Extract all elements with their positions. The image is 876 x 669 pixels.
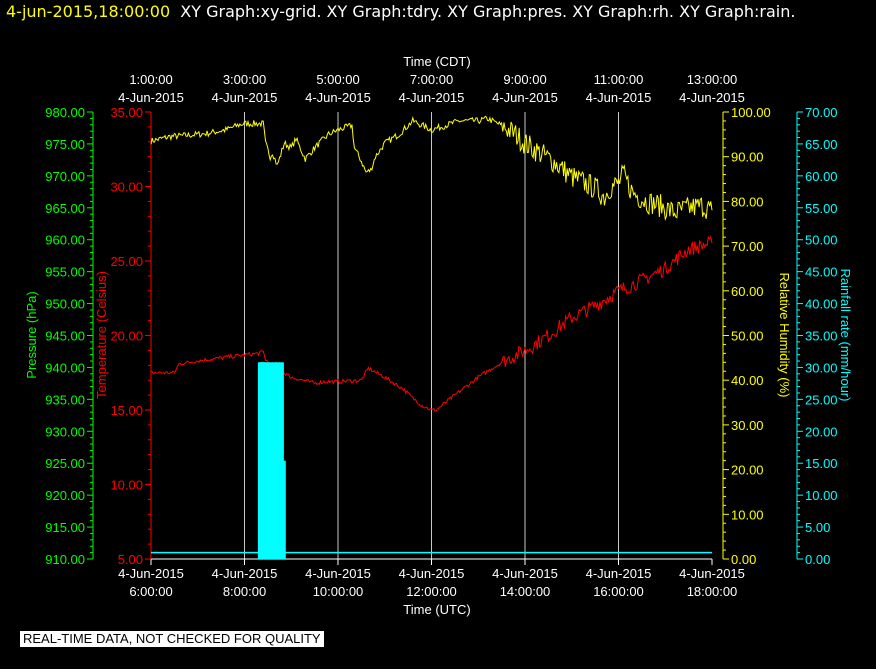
temperature-axis-tick-label: 25.00 xyxy=(110,254,143,269)
x-bottom-tick-date: 4-Jun-2015 xyxy=(305,566,371,581)
rain-bar xyxy=(274,362,280,559)
temperature-axis-tick-label: 10.00 xyxy=(110,478,143,493)
pressure-axis-tick-label: 930.00 xyxy=(45,424,85,439)
pressure-axis-tick-label: 935.00 xyxy=(45,392,85,407)
humidity-axis-tick-label: 0.00 xyxy=(731,552,756,567)
pressure-axis-tick-label: 925.00 xyxy=(45,456,85,471)
rain-axis-tick-label: 60.00 xyxy=(805,169,838,184)
x-bottom-tick-time: 12:00:00 xyxy=(406,584,457,599)
x-top-tick-date: 4-Jun-2015 xyxy=(679,90,745,105)
rain-bar xyxy=(278,362,284,559)
x-top-tick-time: 13:00:00 xyxy=(687,72,738,87)
humidity-axis-tick-label: 10.00 xyxy=(731,507,764,522)
pressure-axis-tick-label: 970.00 xyxy=(45,169,85,184)
humidity-axis-tick-label: 30.00 xyxy=(731,418,764,433)
rain-axis-tick-label: 40.00 xyxy=(805,297,838,312)
x-bottom-tick-time: 6:00:00 xyxy=(129,584,172,599)
x-top-tick-date: 4-Jun-2015 xyxy=(305,90,371,105)
x-top-tick-time: 9:00:00 xyxy=(503,72,546,87)
pressure-axis-title: Pressure (hPa) xyxy=(24,291,39,378)
x-bottom-tick-time: 18:00:00 xyxy=(687,584,738,599)
rain-axis-title: Rainfall rate (mm/hour) xyxy=(838,269,853,402)
humidity-axis-tick-label: 20.00 xyxy=(731,463,764,478)
temperature-axis-title: Temperature (Celsius) xyxy=(94,271,109,399)
pressure-axis-tick-label: 975.00 xyxy=(45,137,85,152)
humidity-axis-title: Relative Humidity (%) xyxy=(777,273,792,398)
rain-axis-tick-label: 35.00 xyxy=(805,329,838,344)
axes: 1:00:00 4-Jun-2015 3:00:00 4-Jun-2015 5:00:0… xyxy=(45,72,837,599)
pressure-axis-tick-label: 950.00 xyxy=(45,297,85,312)
x-top-tick-date: 4-Jun-2015 xyxy=(118,90,184,105)
x-bottom-tick-time: 14:00:00 xyxy=(500,584,551,599)
rain-axis-tick-label: 50.00 xyxy=(805,233,838,248)
rain-axis-tick-label: 45.00 xyxy=(805,265,838,280)
humidity-axis-tick-label: 40.00 xyxy=(731,373,764,388)
pressure-axis-tick-label: 965.00 xyxy=(45,201,85,216)
series-line-temperature xyxy=(150,235,713,412)
x-top-tick-date: 4-Jun-2015 xyxy=(586,90,652,105)
pressure-axis-tick-label: 940.00 xyxy=(45,360,85,375)
pressure-axis-tick-label: 960.00 xyxy=(45,233,85,248)
x-top-tick-time: 11:00:00 xyxy=(594,72,644,87)
rain-bar xyxy=(264,362,270,559)
rain-axis-tick-label: 65.00 xyxy=(805,137,838,152)
x-bottom-tick-time: 10:00:00 xyxy=(313,584,364,599)
grid-lines xyxy=(244,112,619,559)
humidity-axis-tick-label: 70.00 xyxy=(731,239,764,254)
rain-axis-tick-label: 30.00 xyxy=(805,360,838,375)
x-bottom-tick-date: 4-Jun-2015 xyxy=(212,566,278,581)
x-bottom-tick-time: 16:00:00 xyxy=(593,584,644,599)
x-bottom-tick-date: 4-Jun-2015 xyxy=(586,566,652,581)
x-bottom-tick-date: 4-Jun-2015 xyxy=(399,566,465,581)
humidity-axis-tick-label: 60.00 xyxy=(731,284,764,299)
rain-bar xyxy=(280,460,286,559)
pressure-axis-tick-label: 945.00 xyxy=(45,329,85,344)
rain-bar xyxy=(271,362,277,559)
humidity-axis-tick-label: 100.00 xyxy=(731,105,771,120)
humidity-axis-tick-label: 90.00 xyxy=(731,150,764,165)
quality-notice: REAL-TIME DATA, NOT CHECKED FOR QUALITY xyxy=(20,631,324,647)
x-bottom-tick-date: 4-Jun-2015 xyxy=(118,566,184,581)
timestamp: 4-jun-2015,18:00:00 xyxy=(6,2,171,21)
temperature-axis-tick-label: 30.00 xyxy=(110,180,143,195)
humidity-axis-tick-label: 50.00 xyxy=(731,329,764,344)
graph-list: XY Graph:xy-grid. XY Graph:tdry. XY Grap… xyxy=(180,2,796,21)
rain-axis-tick-label: 10.00 xyxy=(805,488,838,503)
x-bottom-tick-date: 4-Jun-2015 xyxy=(679,566,745,581)
x-top-tick-time: 7:00:00 xyxy=(410,72,453,87)
rain-axis-tick-label: 55.00 xyxy=(805,201,838,216)
rain-bar xyxy=(267,362,273,559)
pressure-axis-tick-label: 920.00 xyxy=(45,488,85,503)
pressure-axis-tick-label: 955.00 xyxy=(45,265,85,280)
x-bottom-title: Time (UTC) xyxy=(403,602,470,617)
series-line-humidity xyxy=(150,115,713,222)
rain-axis-tick-label: 70.00 xyxy=(805,105,838,120)
series-layer xyxy=(150,115,713,559)
pressure-axis-tick-label: 915.00 xyxy=(45,520,85,535)
pressure-axis-tick-label: 980.00 xyxy=(45,105,85,120)
x-top-tick-date: 4-Jun-2015 xyxy=(492,90,558,105)
temperature-axis-tick-label: 20.00 xyxy=(110,329,143,344)
temperature-axis-tick-label: 5.00 xyxy=(118,552,143,567)
x-top-title: Time (CDT) xyxy=(403,54,470,69)
rain-bar xyxy=(262,362,268,559)
rain-axis-tick-label: 5.00 xyxy=(805,520,830,535)
rain-axis-tick-label: 15.00 xyxy=(805,456,838,471)
temperature-axis-tick-label: 15.00 xyxy=(110,403,143,418)
x-top-tick-time: 1:00:00 xyxy=(129,72,172,87)
temperature-axis-tick-label: 35.00 xyxy=(110,105,143,120)
x-bottom-tick-time: 8:00:00 xyxy=(223,584,266,599)
x-top-tick-date: 4-Jun-2015 xyxy=(399,90,465,105)
pressure-axis-tick-label: 910.00 xyxy=(45,552,85,567)
x-top-tick-date: 4-Jun-2015 xyxy=(212,90,278,105)
humidity-axis-tick-label: 80.00 xyxy=(731,194,764,209)
rain-axis-tick-label: 25.00 xyxy=(805,392,838,407)
x-top-tick-time: 3:00:00 xyxy=(223,72,266,87)
x-bottom-tick-date: 4-Jun-2015 xyxy=(492,566,558,581)
x-top-tick-time: 5:00:00 xyxy=(316,72,359,87)
graph-header: 4-jun-2015,18:00:00 XY Graph:xy-grid. XY… xyxy=(6,2,795,21)
rain-axis-tick-label: 0.00 xyxy=(805,552,830,567)
rain-axis-tick-label: 20.00 xyxy=(805,424,838,439)
